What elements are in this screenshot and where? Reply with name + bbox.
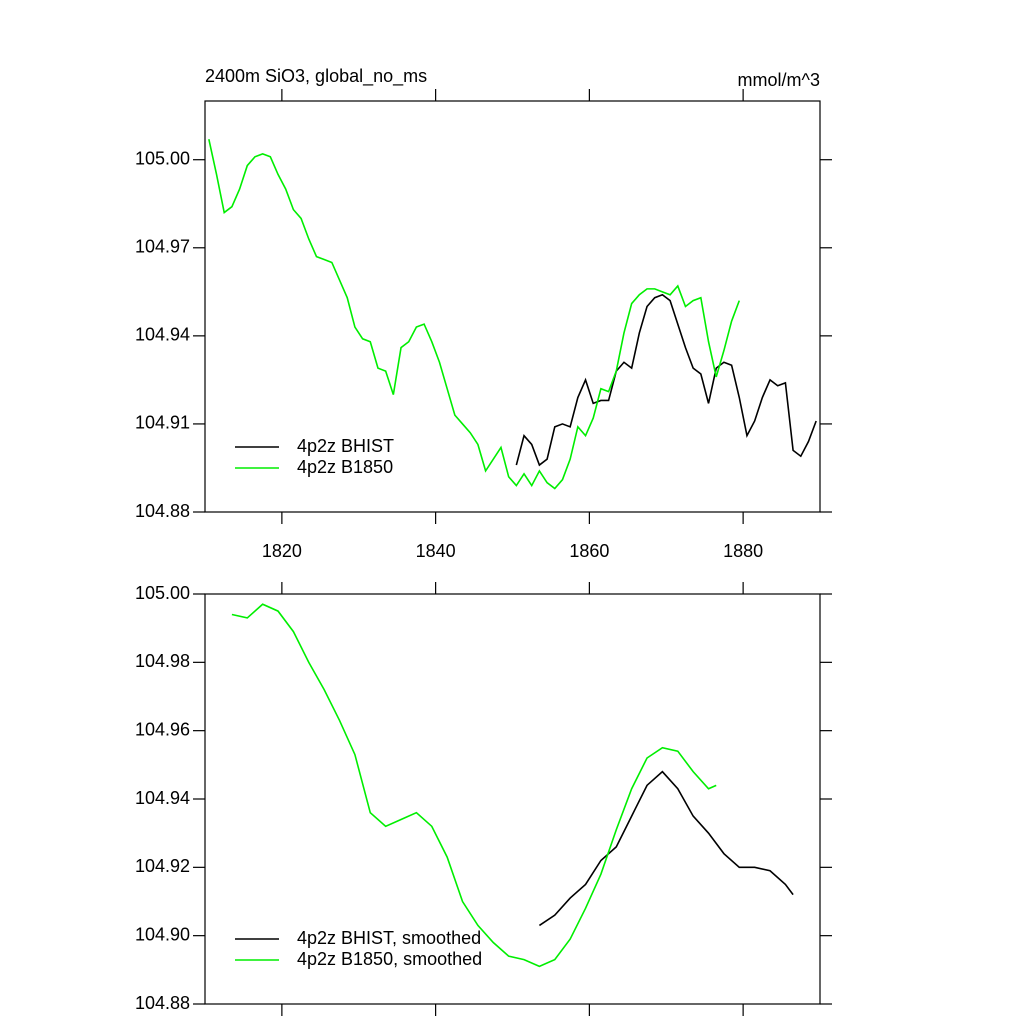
data-line [231, 603, 717, 968]
x-tick-label: 1840 [416, 541, 456, 561]
chart-title: 2400m SiO3, global_no_ms [205, 66, 427, 87]
plot-frame [204, 100, 821, 513]
x-tick-label: 1820 [262, 541, 302, 561]
y-tick-label: 104.94 [135, 788, 190, 808]
legend-label: 4p2z BHIST, smoothed [297, 928, 481, 948]
data-line [515, 293, 817, 467]
y-tick-label: 104.98 [135, 651, 190, 671]
y-tick-label: 104.88 [135, 993, 190, 1013]
legend-label: 4p2z B1850, smoothed [297, 949, 482, 969]
data-line [208, 138, 741, 490]
y-tick-label: 104.94 [135, 325, 190, 345]
data-line [538, 770, 794, 927]
y-tick-label: 104.97 [135, 237, 190, 257]
y-tick-label: 104.92 [135, 856, 190, 876]
x-tick-label: 1880 [723, 541, 763, 561]
y-tick-label: 104.96 [135, 719, 190, 739]
unit-label: mmol/m^3 [738, 70, 820, 90]
y-tick-label: 104.90 [135, 924, 190, 944]
y-tick-label: 105.00 [135, 148, 190, 168]
y-tick-label: 104.91 [135, 413, 190, 433]
x-tick-label: 1860 [569, 541, 609, 561]
y-tick-label: 104.88 [135, 501, 190, 521]
legend-label: 4p2z BHIST [297, 436, 394, 456]
y-tick-label: 105.00 [135, 583, 190, 603]
legend-label: 4p2z B1850 [297, 457, 393, 477]
